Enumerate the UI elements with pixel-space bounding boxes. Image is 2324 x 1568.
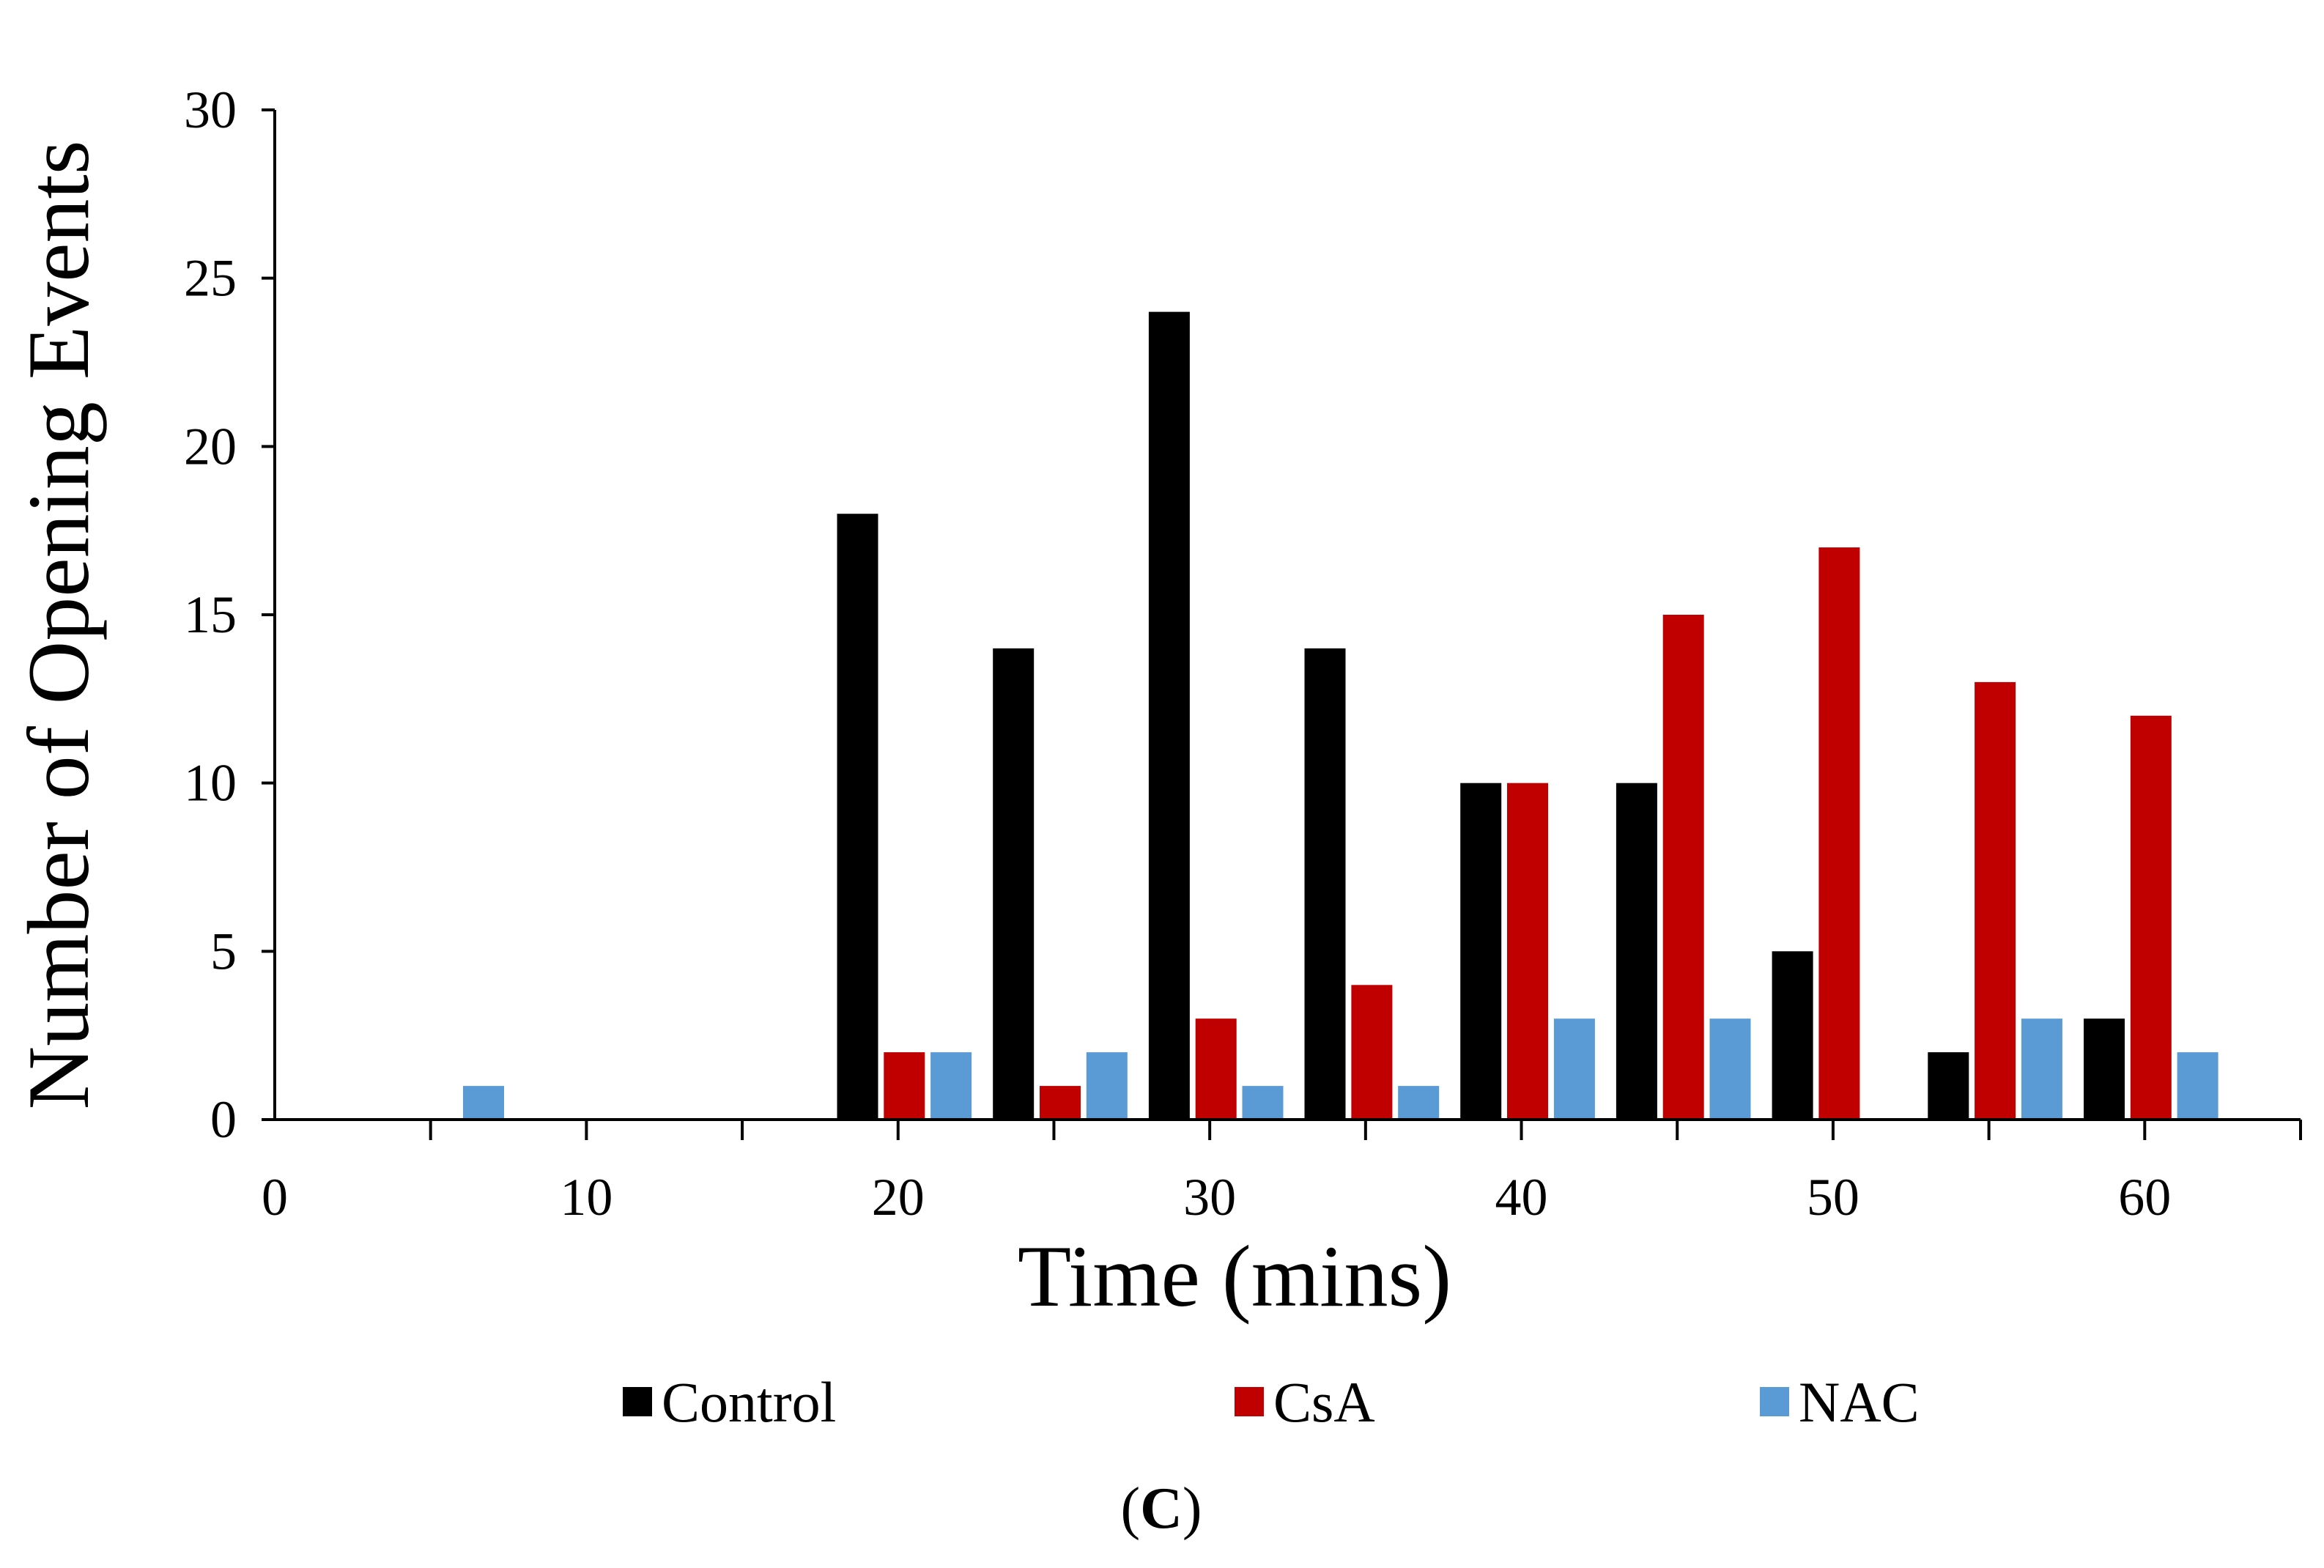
bar-control-8 (2084, 1018, 2125, 1120)
bar-nac-8 (2177, 1052, 2218, 1120)
bars (463, 311, 2218, 1120)
bar-control-4 (1460, 783, 1502, 1120)
bar-control-2 (1148, 311, 1190, 1120)
bar-csa-7 (1975, 681, 2016, 1120)
bar-control-1 (993, 648, 1035, 1120)
x-tick-label-30: 30 (1183, 1168, 1236, 1227)
legend-label-csa: CsA (1273, 1370, 1375, 1434)
bar-control-5 (1616, 783, 1657, 1120)
bar-nac-1 (930, 1052, 972, 1120)
bar-nac-4 (1398, 1086, 1440, 1120)
x-tick-label-50: 50 (1807, 1168, 1859, 1227)
bar-nac-6 (1709, 1018, 1751, 1120)
y-tick-label-15: 15 (184, 585, 237, 644)
legend-swatch-csa (1235, 1387, 1264, 1416)
y-tick-label-0: 0 (210, 1090, 237, 1149)
y-tick-label-25: 25 (184, 249, 237, 308)
legend-label-nac: NAC (1799, 1370, 1920, 1434)
y-tick-label-5: 5 (210, 922, 237, 980)
y-tick-label-20: 20 (184, 417, 237, 476)
bar-nac-2 (1086, 1052, 1128, 1120)
x-tick-label-0: 0 (262, 1168, 288, 1227)
bar-control-0 (837, 514, 878, 1120)
bar-csa-8 (2130, 715, 2172, 1120)
y-axis-title: Number of Opening Events (10, 140, 107, 1109)
bar-nac-0 (463, 1086, 504, 1120)
x-tick-label-40: 40 (1495, 1168, 1548, 1227)
bar-control-7 (1928, 1052, 1969, 1120)
bar-nac-3 (1242, 1086, 1284, 1120)
bar-csa-1 (1040, 1086, 1081, 1120)
x-tick-label-20: 20 (872, 1168, 925, 1227)
bar-csa-5 (1662, 615, 1704, 1120)
bar-csa-2 (1195, 1018, 1237, 1120)
legend-swatch-control (623, 1387, 652, 1416)
y-tick-label-30: 30 (184, 81, 237, 139)
bar-control-3 (1304, 648, 1346, 1120)
bar-csa-3 (1351, 985, 1393, 1120)
bar-nac-5 (1553, 1018, 1595, 1120)
legend: Control CsA NAC (623, 1370, 1920, 1434)
bar-control-6 (1772, 951, 1813, 1120)
bar-csa-6 (1818, 547, 1860, 1120)
bar-csa-4 (1507, 783, 1548, 1120)
panel-label: (C) (1120, 1476, 1202, 1541)
axes: 0 5 10 15 20 25 30 0 10 20 30 40 50 60 (184, 81, 2302, 1227)
legend-swatch-nac (1760, 1387, 1789, 1416)
x-tick-label-10: 10 (560, 1168, 613, 1227)
y-tick-label-10: 10 (184, 754, 237, 813)
bar-nac-7 (2021, 1018, 2062, 1120)
x-tick-label-60: 60 (2118, 1168, 2171, 1227)
legend-label-control: Control (662, 1370, 836, 1434)
x-axis-title: Time (mins) (1018, 1227, 1451, 1325)
bar-csa-0 (884, 1052, 925, 1120)
